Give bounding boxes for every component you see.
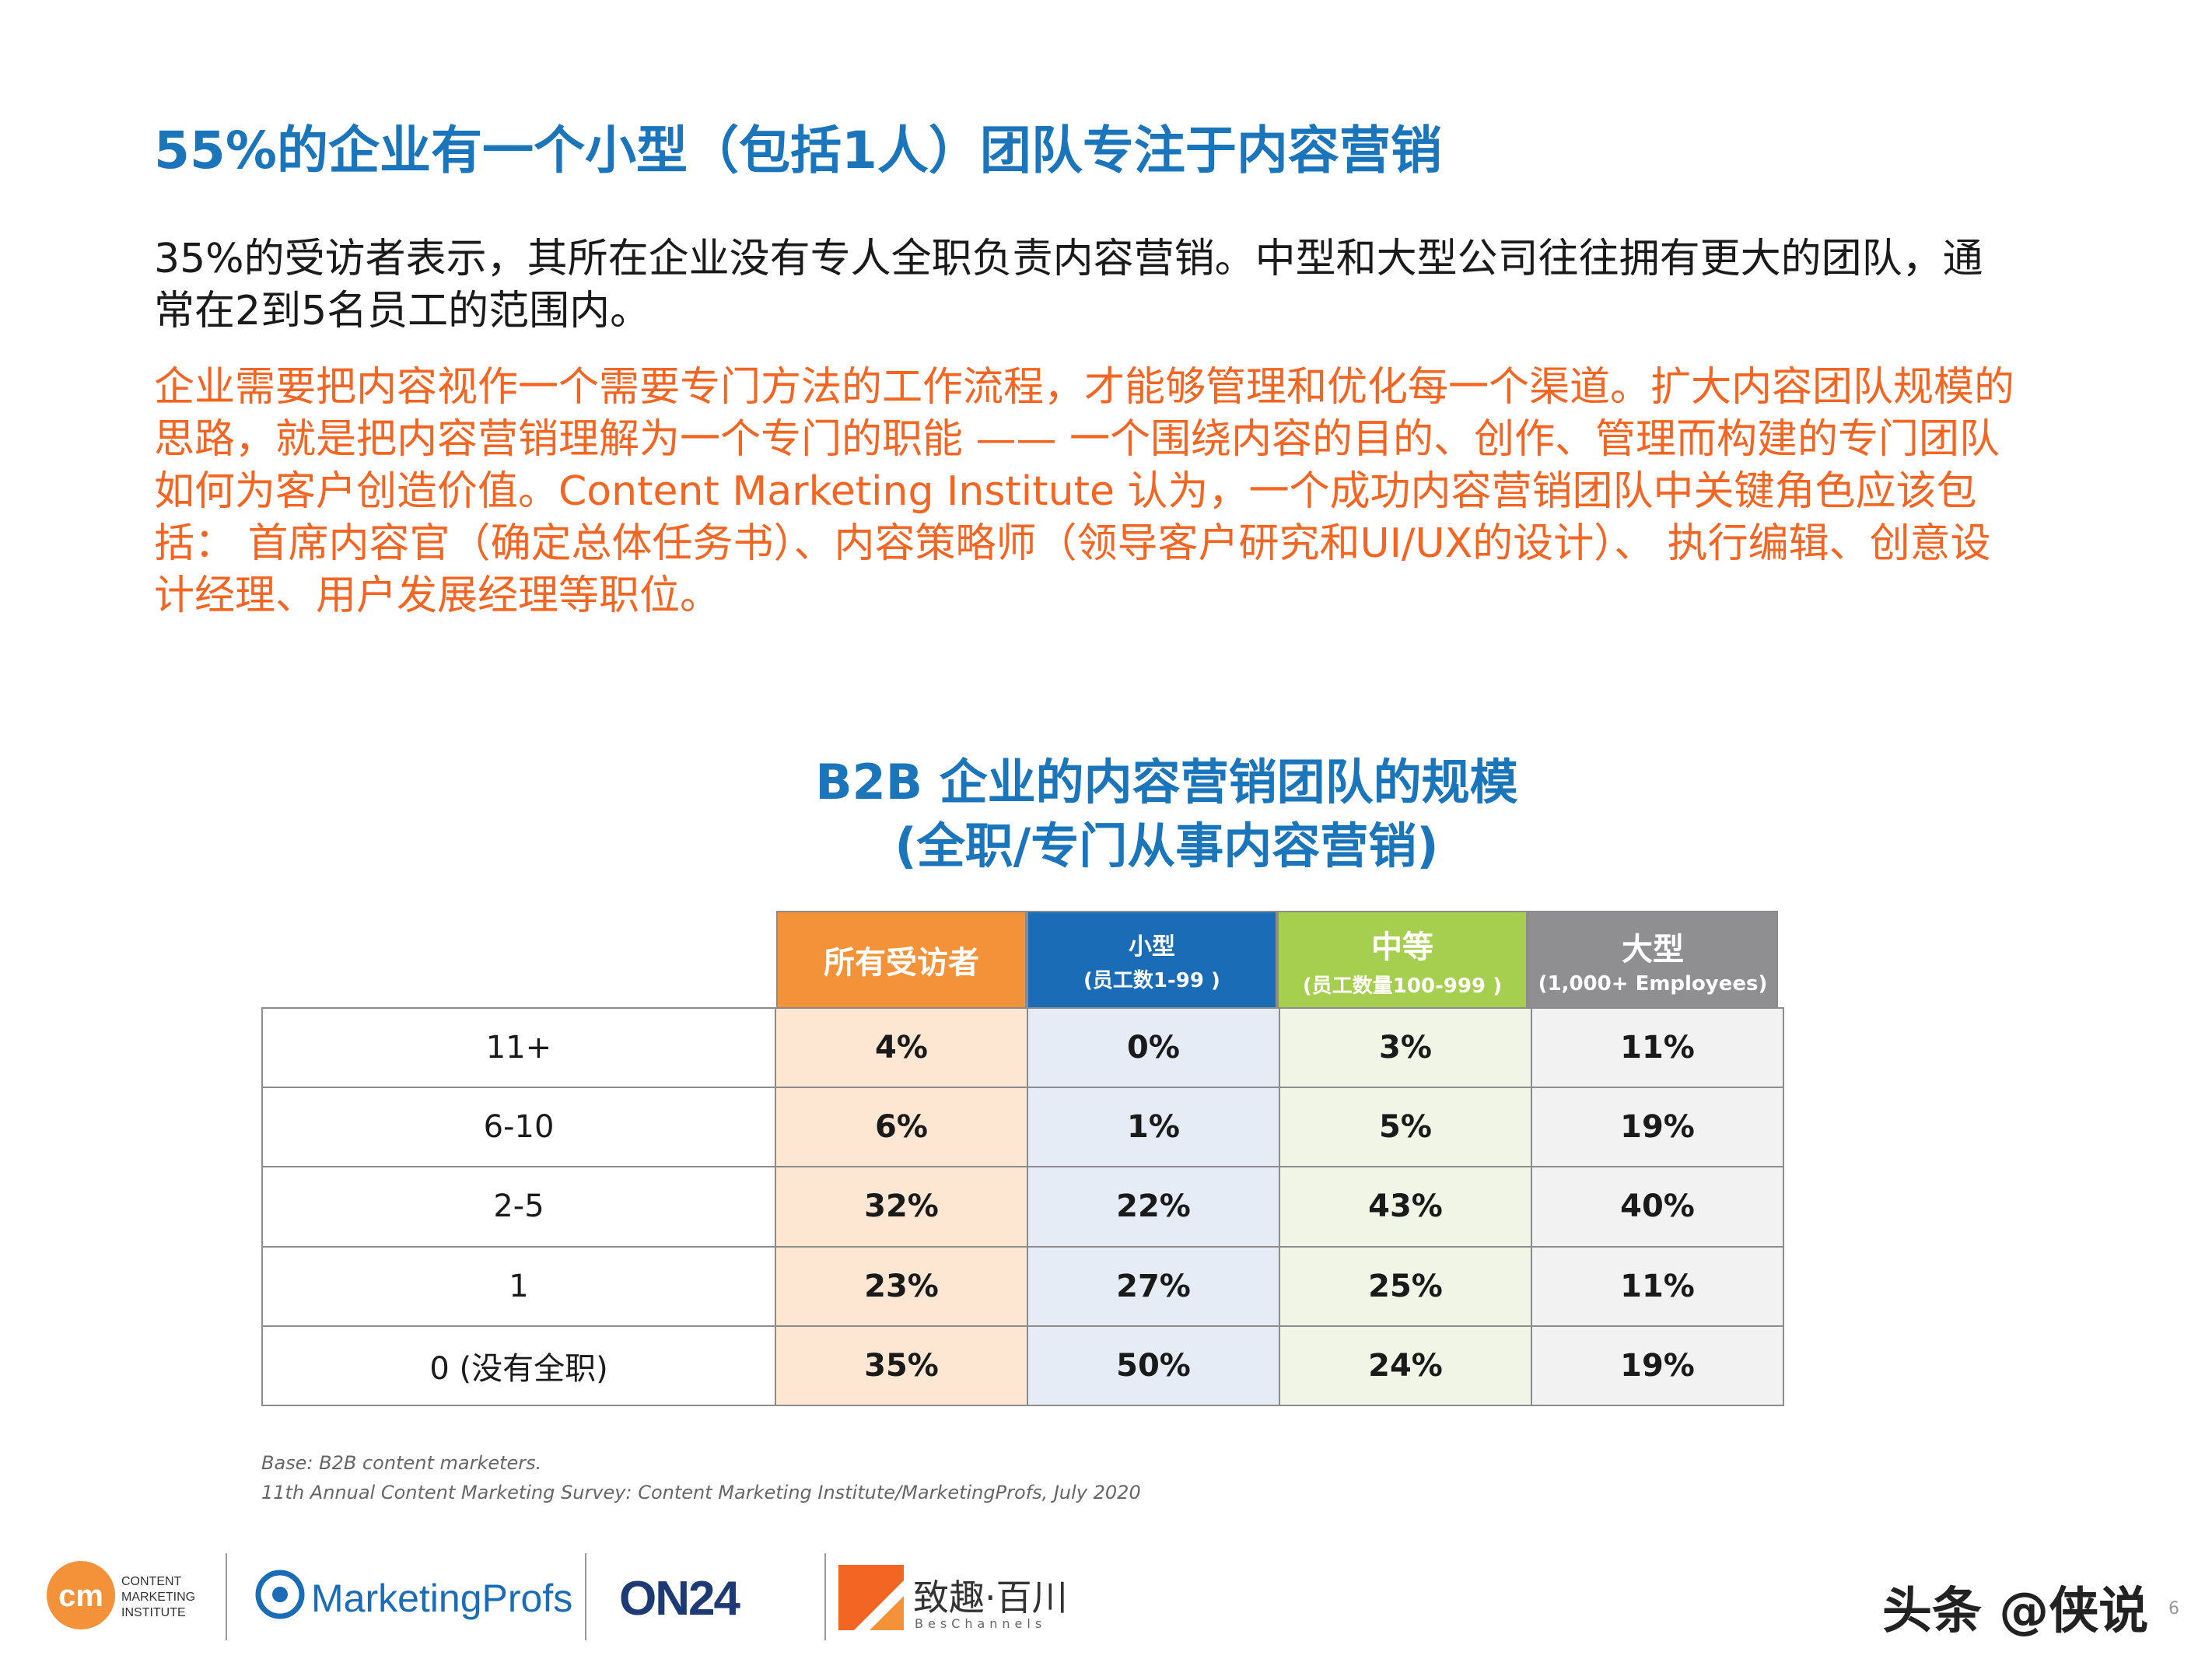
row-label: 1: [261, 1245, 776, 1327]
beschannels-subtext: BesChannels: [915, 1616, 1047, 1631]
cell-large: 11%: [1531, 1245, 1784, 1327]
row-label: 11+: [261, 1006, 776, 1089]
cmi-logo-icon: cm: [45, 1559, 117, 1634]
cell-medium: 3%: [1279, 1006, 1532, 1089]
page-headline: 55%的企业有一个小型（包括1人）团队专注于内容营销: [154, 121, 1442, 180]
highlight-paragraph: 企业需要把内容视作一个需要专门方法的工作流程，才能够管理和优化每一个渠道。扩大内…: [154, 364, 2015, 619]
cell-small: 0%: [1027, 1006, 1280, 1089]
cell-small: 50%: [1027, 1325, 1280, 1407]
header-sublabel: (员工数量100-999 ): [1302, 974, 1503, 998]
table-title: B2B 企业的内容营销团队的规模: [815, 754, 1518, 810]
table-subtitle: (全职/专门从事内容营销): [894, 817, 1439, 874]
beschannels-logo-icon: [838, 1565, 904, 1633]
header-medium: 中等 (员工数量100-999 ): [1277, 911, 1528, 1007]
cell-large: 11%: [1531, 1006, 1784, 1089]
table-row: 0 (没有全职) 35% 50% 24% 19%: [261, 1325, 1784, 1407]
cell-all: 32%: [775, 1166, 1028, 1248]
footer-divider: [824, 1553, 826, 1640]
header-label: 中等: [1371, 929, 1433, 965]
cell-medium: 43%: [1279, 1166, 1532, 1248]
cell-all: 23%: [775, 1245, 1028, 1327]
cell-large: 40%: [1531, 1166, 1784, 1248]
base-note: Base: B2B content marketers.: [261, 1452, 542, 1474]
cell-small: 27%: [1027, 1245, 1280, 1327]
cell-all: 35%: [775, 1325, 1028, 1407]
header-small: 小型 (员工数1-99 ): [1027, 911, 1277, 1007]
cell-small: 1%: [1027, 1087, 1280, 1168]
row-label: 6-10: [261, 1087, 776, 1168]
cmi-line: MARKETING: [121, 1591, 196, 1604]
cell-large: 19%: [1531, 1325, 1784, 1407]
cell-small: 22%: [1027, 1166, 1280, 1248]
row-label: 0 (没有全职): [261, 1325, 776, 1407]
header-label: 小型: [1129, 933, 1175, 961]
on24-logo: ON24: [619, 1572, 740, 1626]
table-row: 6-10 6% 1% 5% 19%: [261, 1087, 1784, 1168]
cmi-mark: cm: [58, 1579, 103, 1613]
table-row: 11+ 4% 0% 3% 11%: [261, 1006, 1784, 1089]
footer-divider: [226, 1553, 227, 1640]
source-note: 11th Annual Content Marketing Survey: Co…: [261, 1482, 1141, 1503]
toutiao-watermark: 头条 @侠说: [1882, 1583, 2149, 1640]
cell-medium: 25%: [1279, 1245, 1532, 1327]
header-label: 大型: [1622, 932, 1684, 968]
cell-all: 4%: [775, 1006, 1028, 1089]
header-label: 所有受访者: [824, 945, 979, 981]
cell-medium: 5%: [1279, 1087, 1532, 1168]
header-sublabel: (1,000+ Employees): [1538, 972, 1768, 996]
intro-paragraph: 35%的受访者表示，其所在企业没有专人全职负责内容营销。中型和大型公司往往拥有更…: [154, 236, 1983, 334]
marketingprofs-wordmark: MarketingProfs: [311, 1577, 573, 1620]
header-all-respondents: 所有受访者: [776, 911, 1027, 1007]
header-sublabel: (员工数1-99 ): [1083, 968, 1220, 992]
cmi-line: CONTENT: [121, 1575, 182, 1588]
table-row: 1 23% 27% 25% 11%: [261, 1245, 1784, 1327]
page-number: 6: [2168, 1599, 2179, 1619]
cell-all: 6%: [775, 1087, 1028, 1168]
header-large: 大型 (1,000+ Employees): [1528, 911, 1778, 1007]
row-label: 2-5: [261, 1166, 776, 1248]
table-row: 2-5 32% 22% 43% 40%: [261, 1166, 1784, 1248]
footer-divider: [585, 1553, 586, 1640]
team-size-table: 11+ 4% 0% 3% 11% 6-10 6% 1% 5% 19% 2-5 3…: [261, 1006, 1784, 1407]
cmi-wordmark: CONTENT MARKETING INSTITUTE: [121, 1574, 195, 1621]
marketingprofs-logo-icon: [255, 1570, 305, 1622]
cell-medium: 24%: [1279, 1325, 1532, 1407]
beschannels-wordmark: 致趣·百川: [913, 1577, 1068, 1619]
cell-large: 19%: [1531, 1087, 1784, 1168]
cmi-line: INSTITUTE: [121, 1606, 186, 1619]
